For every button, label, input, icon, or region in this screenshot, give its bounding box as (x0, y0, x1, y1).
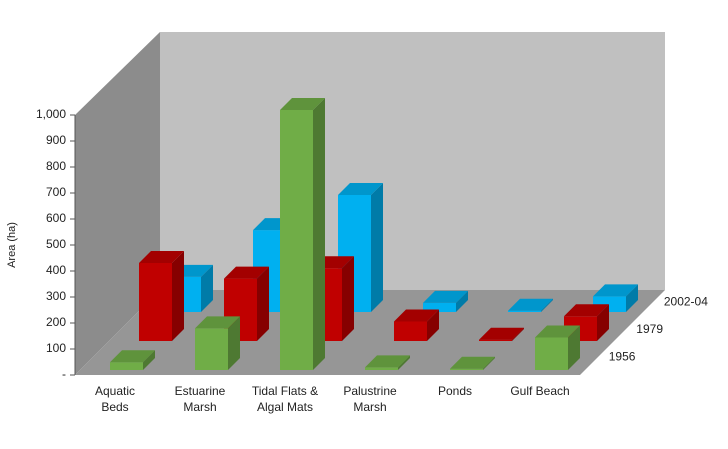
bar-top (423, 290, 468, 303)
bar-side (313, 98, 325, 370)
bar-front (535, 337, 568, 370)
bar-side (626, 284, 638, 312)
bar-side (371, 183, 383, 312)
bar-top (139, 251, 184, 263)
bar-side (228, 316, 240, 370)
bar-top (365, 355, 410, 368)
bar-front (365, 367, 398, 370)
bar-side (398, 355, 410, 370)
bar-top (280, 98, 325, 110)
x-tick-label: Estuarine Marsh (175, 384, 226, 414)
bar-top (593, 284, 638, 297)
bar-side (483, 356, 495, 370)
bar-front (280, 110, 313, 370)
x-tick-label: Palustrine Marsh (343, 384, 397, 414)
bar-side (427, 309, 439, 341)
bar-side (597, 304, 609, 341)
y-axis-label: Area (ha) (6, 222, 18, 268)
bar-top (508, 298, 553, 311)
side-wall (75, 32, 160, 375)
depth-label: 1979 (636, 322, 663, 336)
bar-front (139, 263, 172, 341)
bar-top (450, 356, 495, 369)
y-tick-label: 1,000 (36, 107, 66, 121)
back-wall (160, 32, 665, 290)
bar-top (195, 316, 240, 329)
bar-front (450, 368, 483, 370)
y-tick-label: 700 (46, 185, 66, 199)
bar-top (479, 327, 524, 340)
bar-side (541, 298, 553, 312)
bar-top (110, 350, 155, 363)
y-tick-label: - (62, 367, 66, 381)
bar-top (338, 183, 383, 195)
depth-label: 1956 (609, 349, 636, 363)
bar-front (508, 310, 541, 312)
bar-side (257, 266, 269, 341)
bar-top (224, 266, 269, 279)
depth-label: 2002-04 (664, 294, 708, 308)
bar-side (342, 256, 354, 341)
bar-side (143, 350, 155, 370)
bar-front (423, 302, 456, 312)
bar-front (195, 328, 228, 370)
x-tick-label: Tidal Flats & Algal Mats (252, 384, 318, 414)
y-tick-label: 300 (46, 289, 66, 303)
bar-front (479, 339, 512, 341)
bar-side (568, 325, 580, 370)
y-tick-label: 800 (46, 159, 66, 173)
bar-side (456, 290, 468, 312)
y-tick-label: 900 (46, 133, 66, 147)
bar-front (394, 321, 427, 341)
y-tick-label: 500 (46, 237, 66, 251)
bar-top (394, 309, 439, 322)
y-tick-label: 100 (46, 341, 66, 355)
bar-side (172, 251, 184, 341)
bar-side (201, 264, 213, 312)
x-tick-label: Ponds (438, 384, 472, 398)
x-tick-label: Aquatic Beds (95, 384, 135, 414)
x-tick-label: Gulf Beach (510, 384, 569, 398)
bar-side (512, 327, 524, 341)
y-tick-label: 600 (46, 211, 66, 225)
bar-front (110, 362, 143, 370)
bar-top (564, 304, 609, 317)
y-tick-label: 200 (46, 315, 66, 329)
y-tick-label: 400 (46, 263, 66, 277)
bar-top (535, 325, 580, 338)
